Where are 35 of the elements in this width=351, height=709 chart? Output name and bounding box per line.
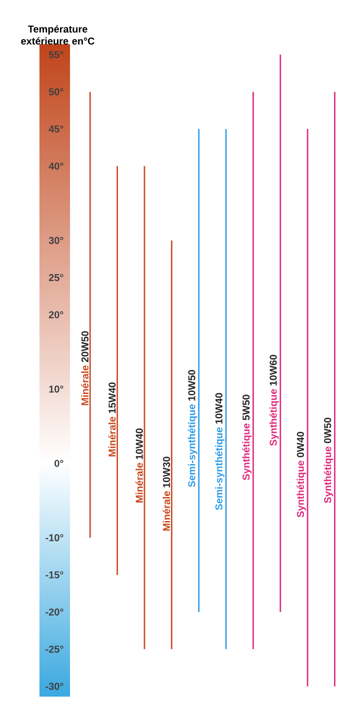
- x-tick-label: 10W60: [270, 354, 277, 386]
- y-tick-label: 40°: [48, 162, 64, 170]
- y-tick-label: 25°: [48, 274, 64, 282]
- x-tick-label: 10W50: [188, 370, 196, 401]
- text: Synthétique: [296, 460, 306, 518]
- x-tick-label: 0W40: [296, 432, 304, 458]
- text: Semi-synthétique: [188, 404, 198, 488]
- y-tick-label: -30°: [46, 682, 64, 690]
- x-tick-label: 0W50: [324, 418, 332, 444]
- text: Minérale: [162, 491, 170, 531]
- y-tick-label: 45°: [48, 125, 64, 133]
- y-tick-label: 50°: [48, 88, 64, 96]
- text: Semi-synthétique: [215, 427, 224, 510]
- y-tick-label: -20°: [46, 608, 64, 616]
- y-tick-label: 10°: [49, 386, 64, 393]
- y-tick-label: 0°: [54, 460, 64, 467]
- x-tick-label: 20W50: [81, 331, 89, 362]
- x-tick-label: 15W40: [108, 382, 116, 414]
- y-tick-label: -25°: [46, 646, 64, 653]
- text: Synthétique: [324, 446, 334, 504]
- y-tick-label: -10°: [46, 534, 64, 542]
- y-axis-title: Température extérieure en°C: [21, 25, 94, 45]
- x-tick-label: 10W30: [162, 456, 170, 488]
- text: Minérale: [135, 462, 143, 502]
- x-tick-label: 5W50: [242, 394, 250, 420]
- text: Minérale: [108, 416, 116, 456]
- x-tick-label: 10W40: [136, 428, 143, 460]
- x-tick-label: 10W40: [215, 393, 222, 424]
- y-tick-label: 55°: [48, 51, 64, 58]
- text: Minérale: [81, 366, 89, 406]
- text: Synthétique: [269, 389, 279, 446]
- y-tick-label: -15°: [46, 571, 64, 578]
- y-tick-label: 30°: [48, 236, 64, 244]
- y-tick-label: 20°: [48, 311, 64, 318]
- text: Synthétique: [242, 424, 252, 480]
